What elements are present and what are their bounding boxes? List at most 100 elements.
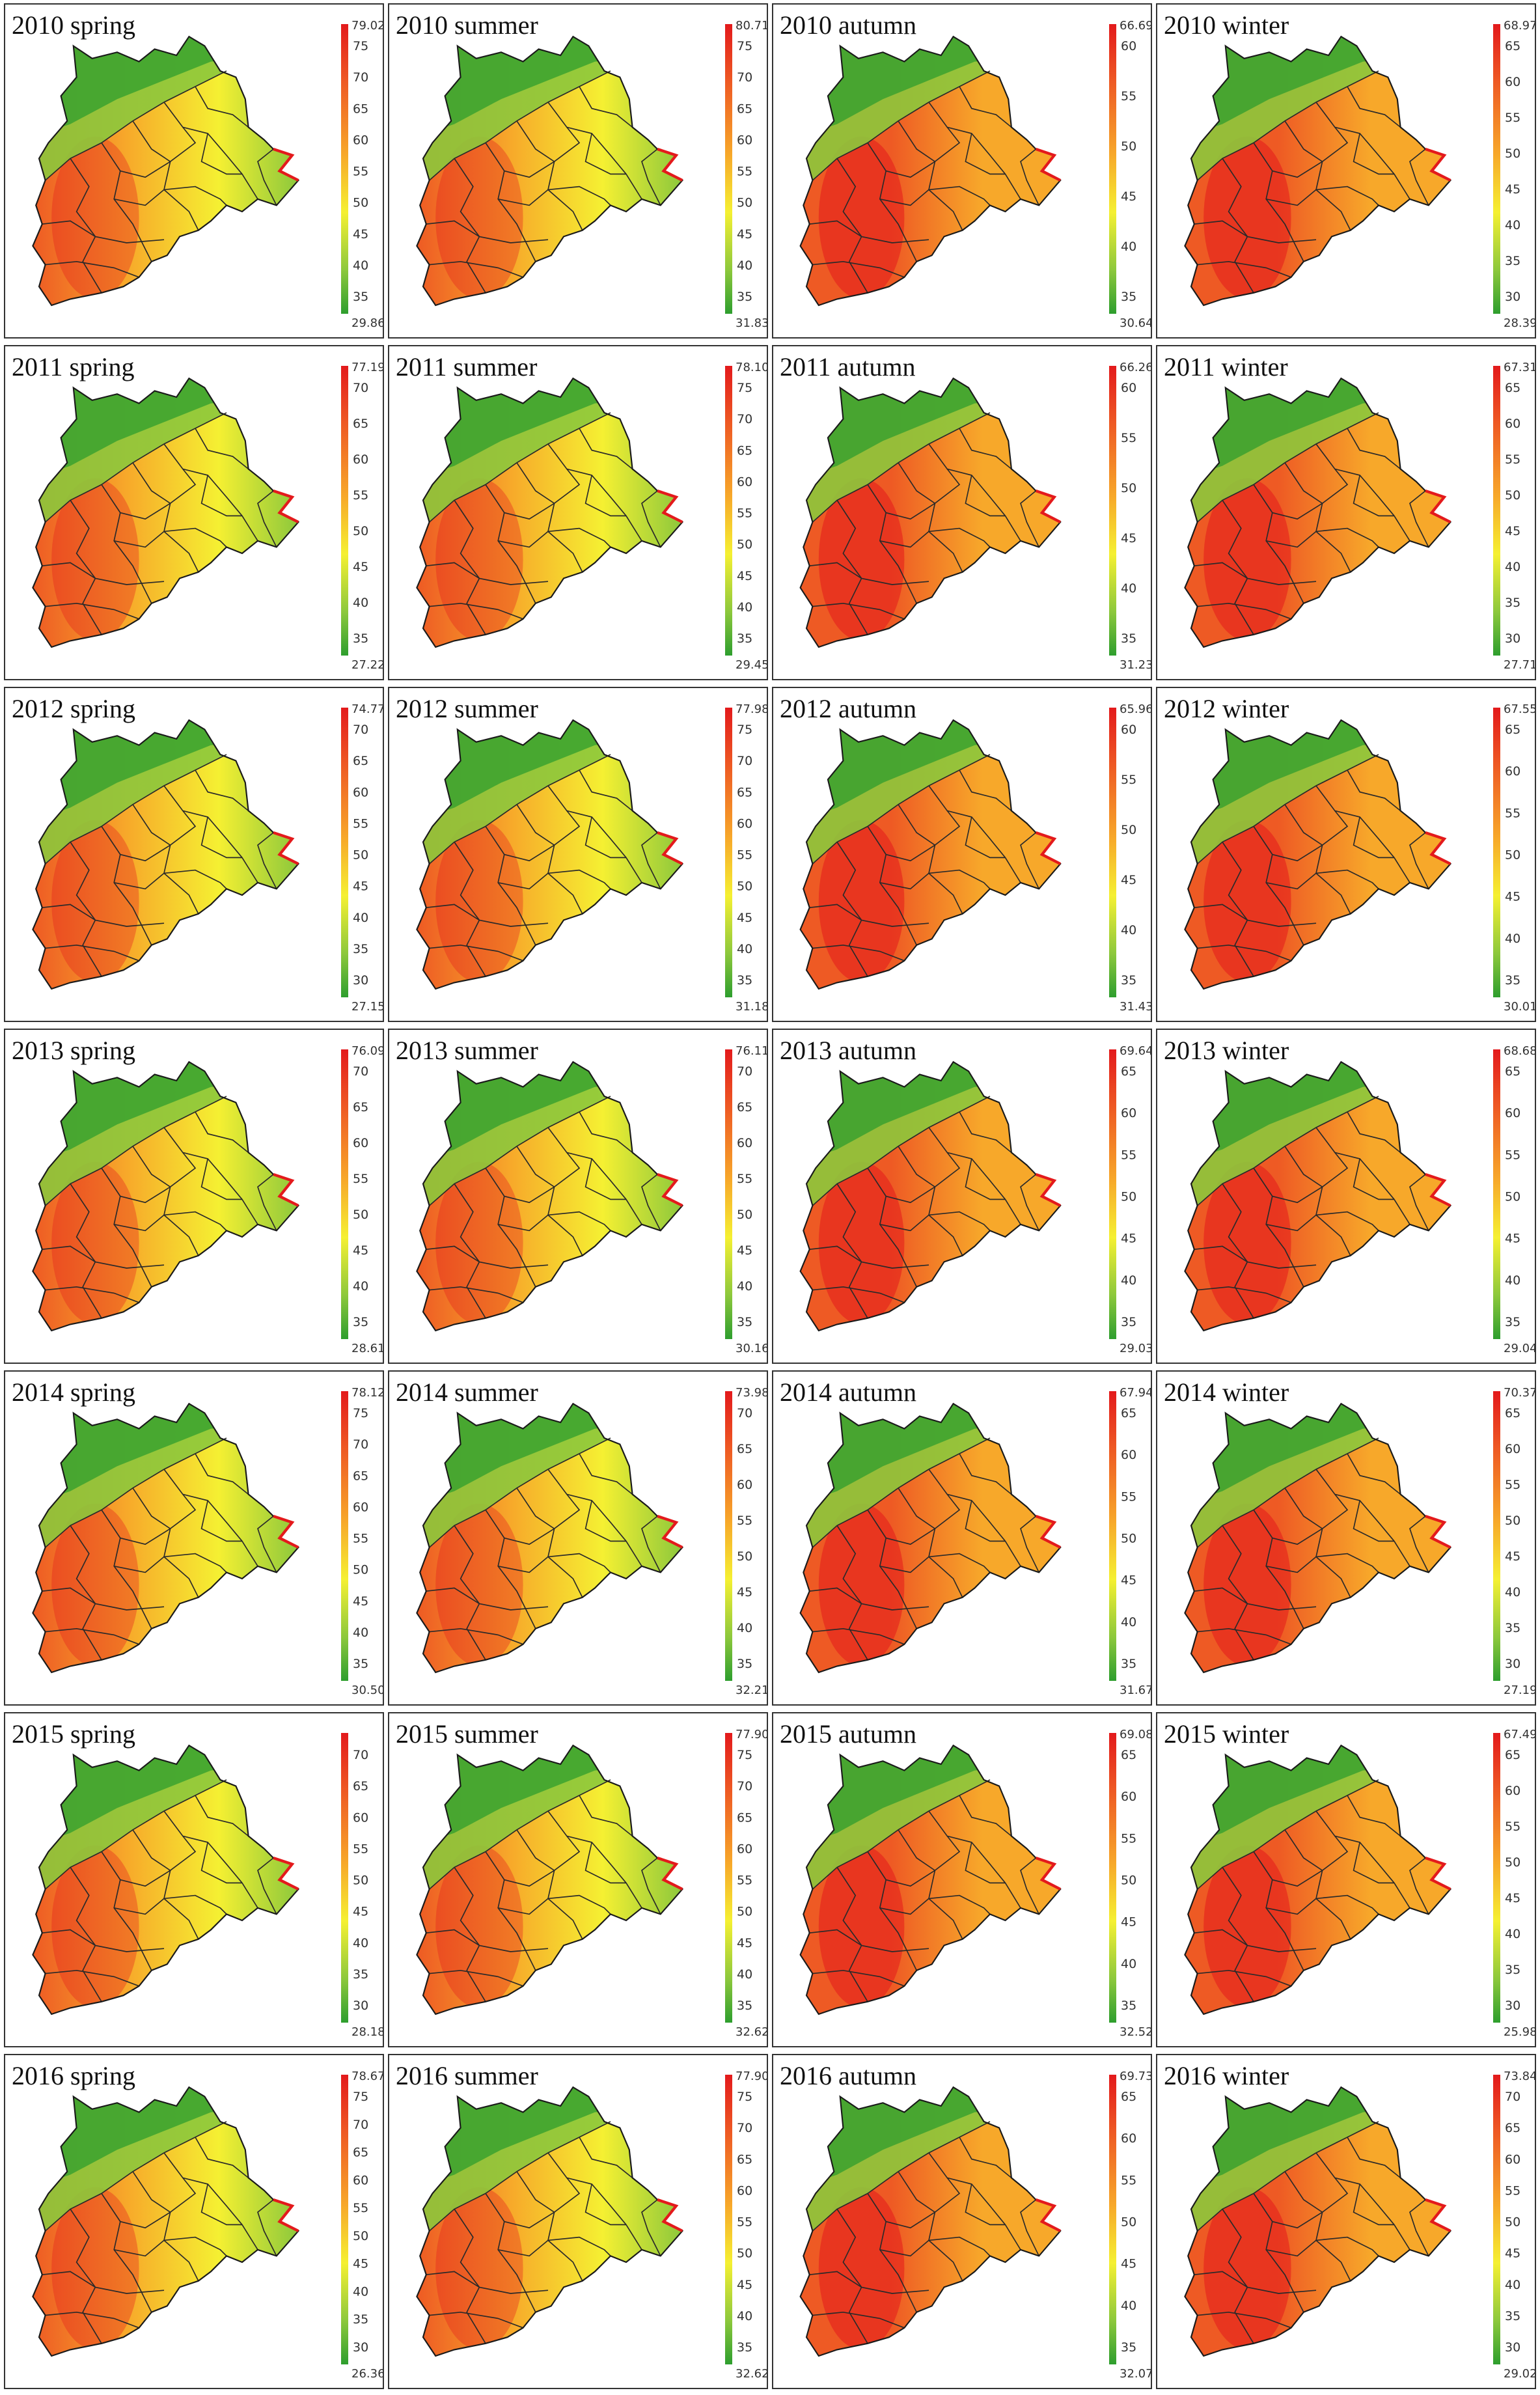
- hotspot-area: [818, 478, 905, 641]
- colorbar-tick-label: 40: [1121, 1273, 1136, 1288]
- boundary-line: [257, 832, 277, 889]
- boundary-line: [132, 1146, 199, 1256]
- colorbar-tick-label: 60: [1121, 1448, 1136, 1462]
- colorbar-max-label: 79.0295: [351, 19, 384, 33]
- colorbar-tick-label: 60: [1121, 2131, 1136, 2146]
- boundary-line: [1409, 1857, 1429, 1915]
- boundary-line: [934, 810, 961, 846]
- colorbar-tick-label: 50: [353, 524, 368, 538]
- colorbar-gradient: [341, 24, 348, 314]
- colorbar-tick-label: 70: [353, 2118, 368, 2132]
- colorbar: 73.9804 32.2147 70 65 60 55 50 45 40 35: [725, 1386, 767, 1697]
- region-map: [1184, 1402, 1452, 1674]
- boundary-line: [1253, 1509, 1304, 1629]
- boundary-line: [1322, 1493, 1349, 1529]
- coast-line: [273, 2198, 299, 2232]
- boundary-line: [45, 412, 227, 523]
- region-outline: [799, 377, 1062, 648]
- boundary-line: [429, 754, 611, 865]
- boundary-line: [1409, 832, 1429, 889]
- colorbar-tick-label: 50: [737, 1549, 752, 1564]
- panel-title: 2012 autumn: [780, 694, 916, 723]
- boundary-line: [1266, 1556, 1317, 1573]
- hotspot-area: [1203, 1503, 1291, 1667]
- colorbar-tick-label: 55: [1121, 1489, 1136, 1504]
- boundary-line: [45, 1286, 139, 1303]
- colorbar-gradient: [725, 708, 732, 997]
- boundary-line: [163, 186, 227, 206]
- colorbar-tick-label: 65: [353, 2146, 368, 2160]
- colorbar-tick-label: 45: [1121, 1915, 1136, 1930]
- map-figure: 78.109 29.4549 75 70 65 60 55 50 45 40 35: [416, 361, 767, 672]
- boundary-line: [1020, 1857, 1039, 1915]
- hotspot-area: [818, 136, 905, 299]
- boundary-line: [554, 810, 581, 846]
- colorbar-max-label: 78.1221: [351, 1386, 384, 1400]
- colorbar-gradient: [725, 366, 732, 656]
- panel-title: 2011 winter: [1164, 352, 1288, 381]
- boundary-line: [1266, 1898, 1317, 1915]
- hotspot-area: [51, 820, 139, 983]
- colorbar-min-label: 25.981: [1504, 2025, 1536, 2039]
- colorbar-tick-label: 35: [353, 1657, 368, 1671]
- boundary-line: [898, 1146, 963, 1256]
- boundary-line: [886, 1870, 935, 1887]
- colorbar-tick-label: 40: [353, 1279, 368, 1294]
- boundary-line: [429, 412, 611, 523]
- colorbar-tick-label: 55: [737, 165, 752, 179]
- colorbar-tick-label: 60: [1121, 1790, 1136, 1804]
- colorbar-tick-label: 60: [353, 452, 368, 467]
- colorbar-tick-label: 45: [1505, 890, 1520, 904]
- boundary-line: [42, 904, 165, 927]
- map-figure: 65.962 31.432 60 55 50 45 40 35: [799, 702, 1151, 1014]
- map-figure: 66.2637 31.2377 60 55 50 45 40 35: [799, 361, 1151, 672]
- boundary-line: [928, 869, 991, 889]
- panel-title: 2013 summer: [396, 1036, 538, 1065]
- boundary-line: [809, 1245, 929, 1269]
- map-figure: 77.9884 31.1837 75 70 65 60 55 50 45 40 35: [416, 702, 768, 1014]
- colorbar-tick-label: 60: [737, 133, 752, 147]
- map-figure: 78.1221 30.5099 75 70 65 60 55 50 45 40 35: [32, 1386, 384, 1697]
- boundary-line: [516, 1146, 583, 1256]
- boundary-line: [170, 2177, 197, 2213]
- colorbar-tick-label: 60: [1505, 1442, 1520, 1456]
- colorbar: 69.6418 29.0385 65 60 55 50 45 40 35: [1109, 1044, 1151, 1355]
- boundary-line: [641, 2199, 661, 2256]
- hotspot-area: [51, 1845, 139, 2008]
- boundary-line: [1409, 490, 1429, 547]
- boundary-line: [641, 832, 661, 889]
- boundary-line: [200, 1500, 243, 1542]
- panel-title: 2012 spring: [12, 694, 135, 723]
- boundary-line: [812, 260, 905, 278]
- colorbar-tick-label: 40: [1505, 1273, 1520, 1288]
- colorbar-tick-label: 70: [737, 1779, 752, 1793]
- colorbar-min-label: 31.6799: [1120, 1683, 1152, 1697]
- boundary-line: [1315, 1810, 1410, 1909]
- map-panel: 69.738 32.0755 65 60 55 50 45 40 35 2016 autumn: [772, 2054, 1152, 2389]
- region-outline: [1184, 1744, 1452, 2015]
- colorbar-tick-label: 55: [353, 165, 368, 179]
- colorbar-min-label: 28.6137: [351, 1342, 384, 1355]
- boundary-line: [809, 1587, 929, 1611]
- boundary-line: [812, 754, 991, 865]
- colorbar-tick-label: 45: [1505, 1549, 1520, 1564]
- colorbar-tick-label: 55: [737, 1172, 752, 1186]
- colorbar: 67.3156 27.7189 65 60 55 50 45 40 35 30: [1493, 361, 1535, 672]
- hotspot-area: [435, 1845, 523, 2008]
- boundary-line: [200, 2183, 243, 2226]
- boundary-line: [504, 503, 555, 520]
- colorbar: 78.672 26.3647 75 70 65 60 55 50 45 40 35 30: [341, 2070, 383, 2381]
- colorbar-tick-label: 35: [353, 2312, 368, 2327]
- boundary-line: [454, 1183, 486, 1319]
- coast-line: [1425, 147, 1451, 182]
- boundary-line: [114, 1214, 165, 1232]
- colorbar-tick-label: 45: [1121, 531, 1136, 546]
- colorbar-max-label: 77.9884: [736, 702, 768, 716]
- region-map: [799, 377, 1062, 648]
- boundary-line: [547, 186, 611, 206]
- region-outline: [32, 1402, 300, 1674]
- coast-line: [657, 1514, 683, 1549]
- boundary-line: [1284, 1829, 1351, 1940]
- boundary-line: [170, 1835, 197, 1871]
- panel-title: 2015 spring: [12, 1719, 135, 1749]
